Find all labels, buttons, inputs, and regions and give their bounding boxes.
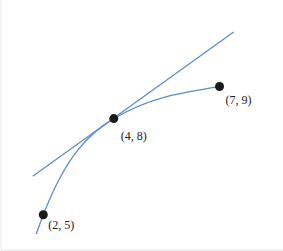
svg-text:(7, 9): (7, 9) (226, 93, 252, 107)
svg-text:(4, 8): (4, 8) (121, 129, 147, 143)
svg-text:(2, 5): (2, 5) (48, 218, 74, 232)
